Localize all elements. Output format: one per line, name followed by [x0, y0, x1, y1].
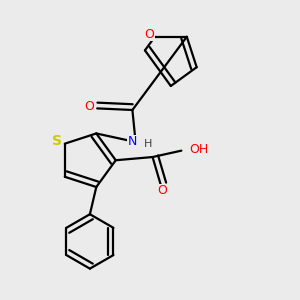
- Text: O: O: [144, 28, 154, 41]
- Text: N: N: [128, 136, 137, 148]
- Text: S: S: [52, 134, 62, 148]
- Text: O: O: [157, 184, 167, 197]
- Text: O: O: [84, 100, 94, 113]
- Text: H: H: [144, 139, 153, 148]
- Text: OH: OH: [189, 142, 208, 155]
